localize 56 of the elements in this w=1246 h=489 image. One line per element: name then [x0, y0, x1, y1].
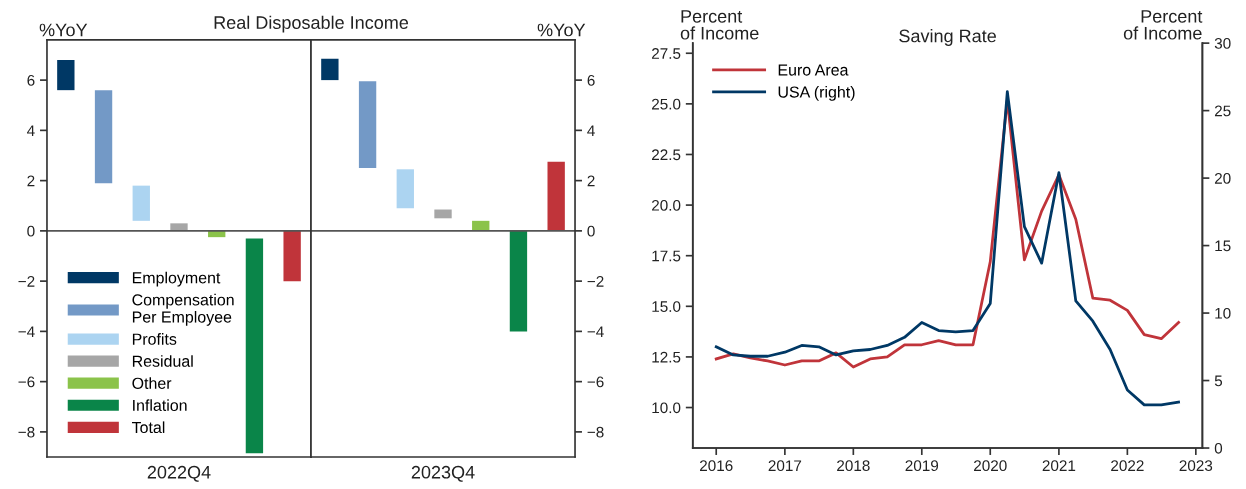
- y-tick-label: 6: [27, 74, 35, 86]
- y-axis-title: %YoY: [537, 23, 586, 37]
- y-tick-label: −4: [587, 326, 604, 337]
- y-tick-label: 22.5: [652, 149, 681, 161]
- y-tick-label: 12.5: [652, 351, 681, 363]
- y-tick-label: 0: [587, 225, 595, 237]
- y-tick-label: 25.0: [652, 98, 681, 110]
- x-tick-label: 2021: [1042, 460, 1076, 472]
- y-tick-label: −8: [587, 426, 604, 438]
- y2-tick-label: 10: [1215, 307, 1231, 319]
- legend-label: Employment: [132, 271, 221, 287]
- x-axis-title: 2022Q4: [147, 465, 211, 482]
- x-tick-label: 2018: [837, 460, 870, 472]
- y-axis-title: Percent of Income: [680, 10, 759, 40]
- y-tick-label: −8: [18, 426, 35, 438]
- y-axis-title: %YoY: [39, 23, 88, 37]
- y2-tick-label: 25: [1214, 105, 1231, 117]
- y-tick-label: 17.5: [652, 250, 681, 262]
- x-axis-title: 2023Q4: [411, 465, 475, 482]
- y-tick-label: 20.0: [652, 199, 681, 211]
- y-tick-label: 2: [587, 175, 595, 187]
- legend-label: USA (right): [778, 85, 855, 101]
- legend-label: Euro Area: [778, 64, 849, 76]
- y-tick-label: 6: [587, 74, 595, 86]
- y-tick-label: 4: [27, 125, 35, 136]
- y-tick-label: −2: [587, 275, 604, 287]
- y-tick-label: −6: [18, 376, 35, 388]
- x-tick-label: 2019: [905, 460, 939, 472]
- x-tick-label: 2022: [1111, 460, 1144, 472]
- x-tick-label: 2016: [700, 460, 733, 472]
- chart-title: Real Disposable Income: [214, 15, 409, 33]
- y-tick-label: −6: [587, 376, 604, 388]
- y-tick-label: 0: [27, 225, 35, 237]
- y-tick-label: −4: [18, 326, 35, 337]
- legend-label: Inflation: [133, 399, 187, 412]
- x-tick-label: 2020: [974, 460, 1007, 472]
- y-tick-label: −2: [18, 275, 35, 287]
- y-tick-label: 10.0: [652, 402, 681, 414]
- y-tick-label: 15.0: [652, 301, 681, 312]
- legend-label: Other: [132, 377, 172, 389]
- y-tick-label: 27.5: [652, 48, 681, 59]
- y2-tick-label: 20: [1214, 172, 1231, 184]
- y2-tick-label: 0: [1214, 442, 1223, 454]
- y2-axis-title: Percent of Income: [1123, 10, 1203, 40]
- y2-tick-label: 30: [1214, 38, 1231, 49]
- y2-tick-label: 15: [1215, 240, 1231, 252]
- legend-label: Residual: [132, 355, 193, 367]
- chart-title: Saving Rate: [899, 29, 996, 46]
- legend-label: Total: [131, 421, 165, 434]
- x-tick-label: 2017: [768, 460, 802, 472]
- y-tick-label: 2: [27, 175, 35, 187]
- legend-label: Compensation Per Employee: [132, 293, 234, 326]
- y2-tick-label: 5: [1214, 375, 1223, 387]
- legend-label: Profits: [132, 333, 177, 345]
- x-tick-label: 2023: [1179, 460, 1213, 472]
- y-tick-label: 4: [587, 125, 595, 136]
